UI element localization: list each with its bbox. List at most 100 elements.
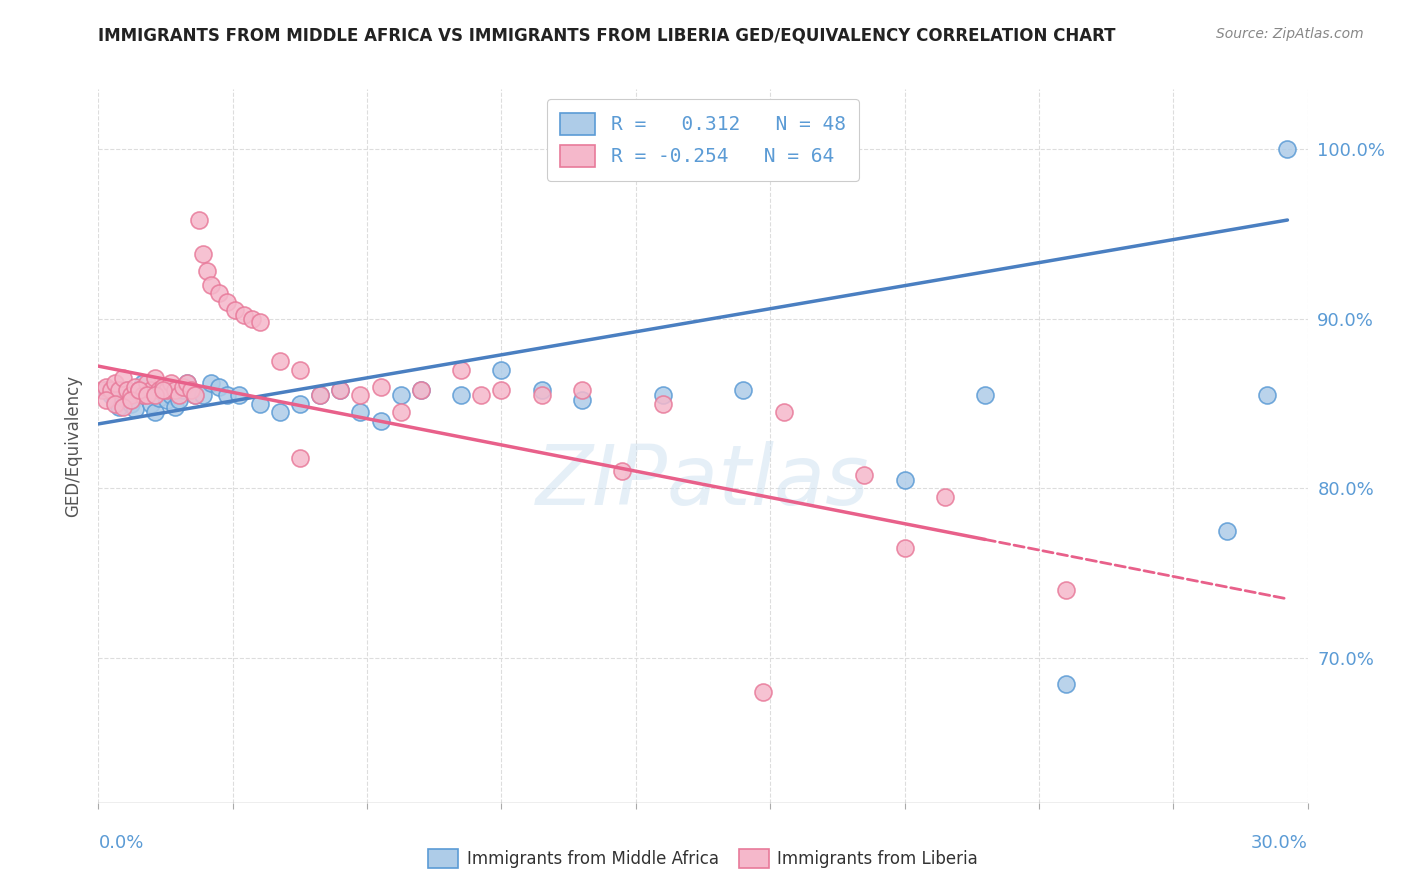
Point [128,386,150,401]
Point [349,388,371,402]
Point [120,396,142,410]
Point [167,393,190,408]
Point [208,286,231,301]
Point [176,376,198,391]
Point [120,393,142,408]
Point [172,383,194,397]
Point [96,379,118,393]
Point [111,392,134,406]
Point [530,383,553,397]
Point [135,388,157,402]
Point [1216,524,1239,538]
Point [329,383,352,397]
Point [103,376,125,391]
Point [530,388,553,402]
Point [288,362,311,376]
Point [651,388,673,402]
Point [370,413,392,427]
Point [974,388,997,402]
Point [1054,583,1077,598]
Point [163,383,186,397]
Point [200,277,222,292]
Point [132,388,155,402]
Point [200,376,222,391]
Point [96,383,118,397]
Point [370,379,392,393]
Point [184,388,207,402]
Point [103,393,125,408]
Point [107,383,129,397]
Point [139,396,162,410]
Point [409,383,432,397]
Point [160,388,183,402]
Point [1256,388,1278,402]
Point [139,383,162,397]
Point [309,388,332,402]
Point [752,685,775,699]
Point [269,354,291,368]
Point [115,383,138,397]
Point [249,396,271,410]
Point [329,383,352,397]
Text: 30.0%: 30.0% [1251,834,1308,852]
Point [217,388,239,402]
Point [571,393,593,408]
Text: 0.0%: 0.0% [98,834,143,852]
Point [143,405,166,419]
Point [103,396,125,410]
Point [91,383,114,397]
Point [450,362,472,376]
Point [96,393,118,408]
Point [491,383,513,397]
Point [120,388,142,402]
Point [309,388,332,402]
Point [172,379,194,393]
Point [571,383,593,397]
Point [651,396,673,410]
Point [491,362,513,376]
Point [100,388,122,402]
Point [152,379,174,393]
Point [152,383,174,397]
Point [893,541,915,555]
Point [135,388,157,402]
Point [124,379,146,393]
Point [1277,142,1299,156]
Point [288,450,311,465]
Point [450,388,472,402]
Point [128,383,150,397]
Point [132,376,155,391]
Point [124,401,146,416]
Point [180,383,202,397]
Point [100,383,122,397]
Point [148,383,170,397]
Text: IMMIGRANTS FROM MIDDLE AFRICA VS IMMIGRANTS FROM LIBERIA GED/EQUIVALENCY CORRELA: IMMIGRANTS FROM MIDDLE AFRICA VS IMMIGRA… [98,27,1116,45]
Point [269,405,291,419]
Point [893,473,915,487]
Point [612,465,634,479]
Point [160,376,183,391]
Point [772,405,794,419]
Point [143,371,166,385]
Point [111,371,134,385]
Point [224,303,246,318]
Point [135,376,157,391]
Point [184,388,207,402]
Point [470,388,492,402]
Point [115,383,138,397]
Point [232,308,254,322]
Point [853,467,876,482]
Point [195,264,218,278]
Point [934,490,956,504]
Point [176,376,198,391]
Point [148,392,170,406]
Legend: Immigrants from Middle Africa, Immigrants from Liberia: Immigrants from Middle Africa, Immigrant… [422,842,984,875]
Point [128,383,150,397]
Point [193,388,215,402]
Point [249,315,271,329]
Text: ZIPatlas: ZIPatlas [536,442,870,522]
Point [409,383,432,397]
Point [288,396,311,410]
Point [156,393,179,408]
Point [1054,677,1077,691]
